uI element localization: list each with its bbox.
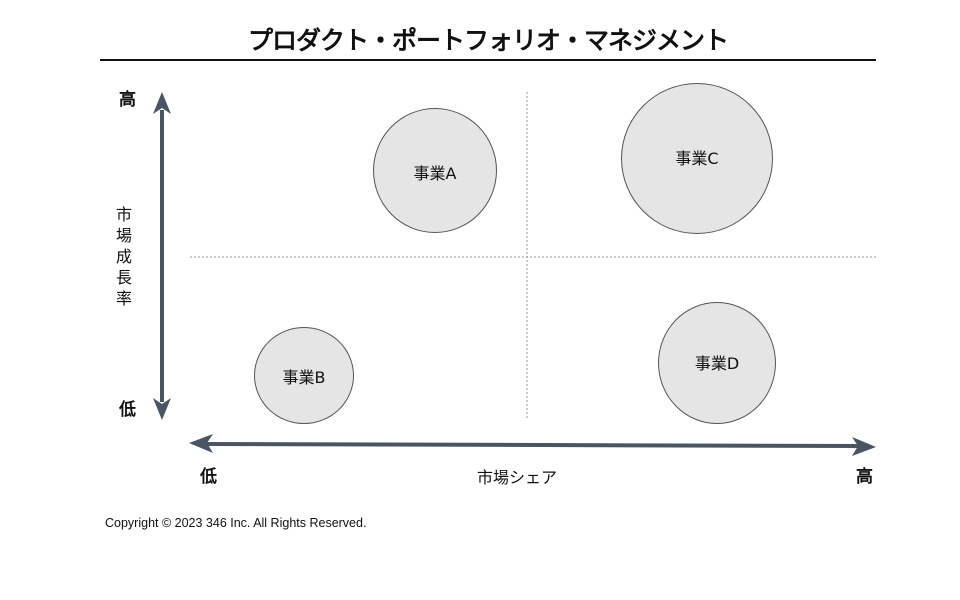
y-axis-low-label: 低 — [119, 400, 136, 420]
y-axis-arrow-up — [153, 92, 171, 114]
bubble-business-c: 事業C — [621, 83, 773, 234]
page-title: プロダクト・ポートフォリオ・マネジメント — [247, 26, 729, 55]
x-axis-high-label: 高 — [856, 467, 873, 487]
x-axis-arrow-left — [189, 434, 213, 453]
y-axis-title: 市 場 成 長 率 — [115, 205, 132, 308]
bubble-label: 事業A — [413, 163, 457, 183]
x-axis-low-label: 低 — [200, 467, 217, 487]
bubble-business-b: 事業B — [254, 327, 354, 424]
x-axis-arrow-right — [852, 437, 876, 456]
bubble-label: 事業C — [675, 148, 719, 168]
bubble-label: 事業B — [282, 367, 326, 387]
y-axis-high-label: 高 — [119, 90, 136, 110]
x-axis-title: 市場シェア — [476, 468, 557, 487]
copyright-notice: Copyright © 2023 346 Inc. All Rights Res… — [105, 516, 367, 530]
y-axis-arrow-down — [153, 398, 171, 420]
title-underline — [100, 59, 876, 61]
bubble-business-a: 事業A — [373, 108, 497, 233]
bubble-label: 事業D — [694, 354, 740, 373]
bubble-business-d: 事業D — [658, 302, 776, 424]
x-axis-line — [204, 442, 861, 448]
